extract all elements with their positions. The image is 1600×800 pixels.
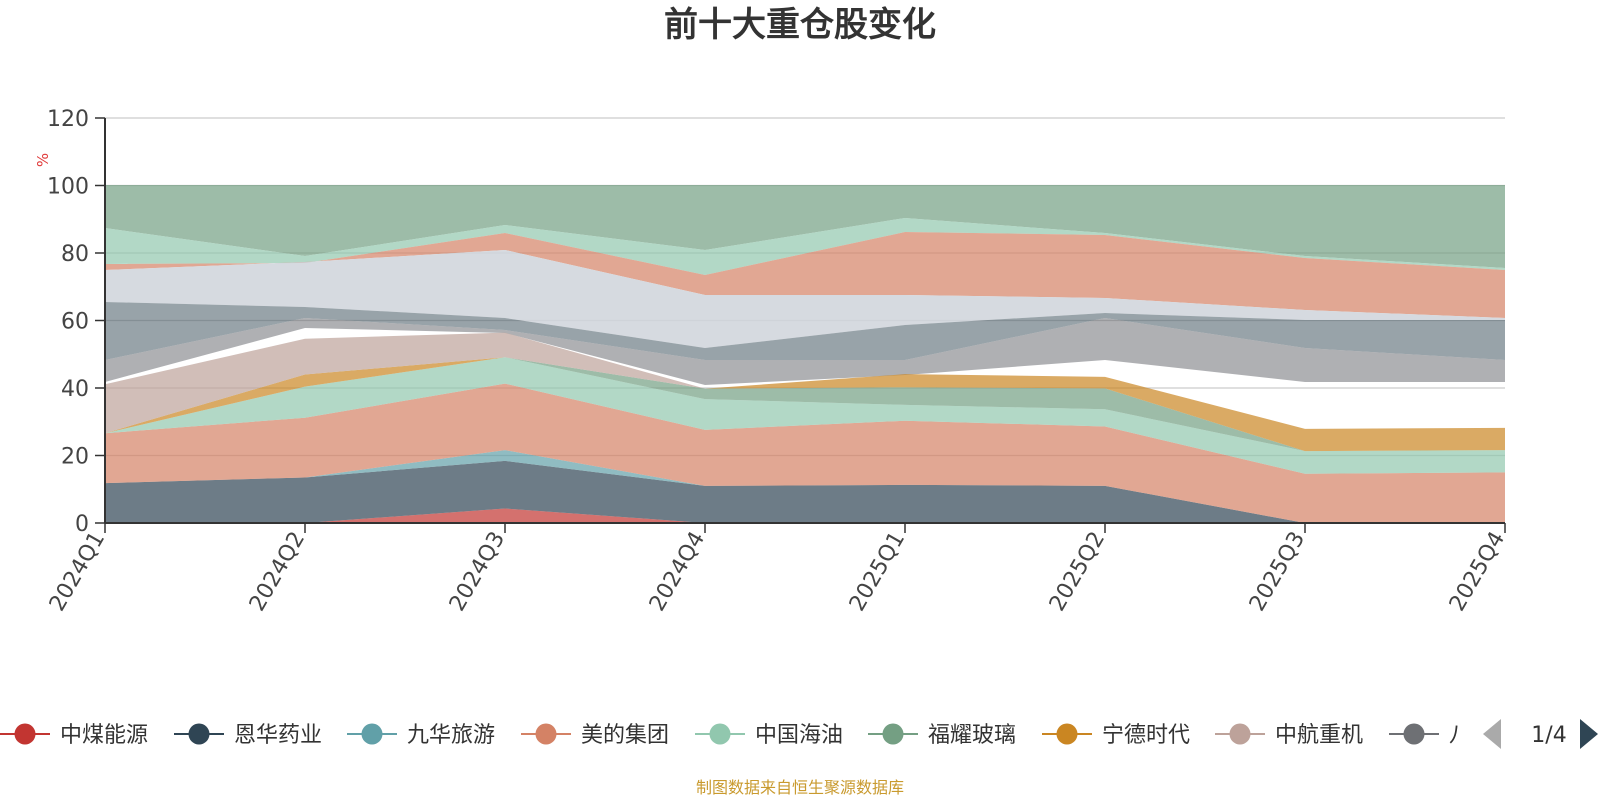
- legend-marker: [188, 723, 210, 745]
- area-band-salmon: [105, 232, 1505, 318]
- legend-marker: [535, 723, 557, 745]
- legend-label: 美的集团: [581, 723, 669, 748]
- legend-items: 中煤能源 恩华药业 九华旅游 美的集团 中国海油 福耀玻璃 宁德时代 中航重机 八: [0, 723, 1471, 748]
- area-band-gray: [105, 318, 1505, 385]
- chart-title: 前十大重仓股变化: [664, 5, 936, 45]
- area-band-slate: [105, 302, 1505, 360]
- y-tick-label: 20: [61, 445, 89, 470]
- legend-item[interactable]: 九华旅游: [347, 723, 495, 748]
- y-tick-label: 40: [61, 377, 89, 402]
- legend-marker: [882, 723, 904, 745]
- legend-item[interactable]: 八: [1389, 723, 1471, 748]
- x-tick-label: 2025Q1: [845, 528, 910, 616]
- series-areas: [105, 332, 1505, 523]
- legend-marker: [14, 723, 36, 745]
- legend-item[interactable]: 中航重机: [1215, 723, 1363, 748]
- x-tick-label: 2025Q3: [1245, 528, 1310, 616]
- legend-label: 中航重机: [1275, 723, 1363, 748]
- x-tick-label: 2025Q4: [1445, 528, 1510, 616]
- legend-marker: [1403, 723, 1425, 745]
- series-area-0: [105, 508, 1505, 523]
- legend-marker: [709, 723, 731, 745]
- y-axis-unit: %: [34, 153, 52, 167]
- legend-item[interactable]: 恩华药业: [174, 723, 322, 748]
- legend-page-indicator: 1/4: [1531, 723, 1566, 748]
- legend-label: 中国海油: [755, 723, 843, 748]
- legend-item[interactable]: 中煤能源: [0, 723, 148, 748]
- y-tick-label: 0: [75, 512, 89, 537]
- legend-item[interactable]: 美的集团: [521, 723, 669, 748]
- legend-next-icon[interactable]: [1580, 719, 1598, 749]
- x-tick-label: 2024Q2: [245, 528, 310, 616]
- legend: 中煤能源 恩华药业 九华旅游 美的集团 中国海油 福耀玻璃 宁德时代 中航重机 八 1/4: [0, 719, 1598, 749]
- legend-prev-icon[interactable]: [1483, 719, 1501, 749]
- series-area-4: [105, 357, 1505, 474]
- legend-item[interactable]: 福耀玻璃: [868, 723, 1016, 748]
- extra-stock-areas: [105, 185, 1505, 385]
- x-tick-label: 2024Q1: [45, 528, 110, 616]
- source-note: 制图数据来自恒生聚源数据库: [695, 778, 904, 797]
- area-band-silver: [105, 250, 1505, 348]
- legend-label: 九华旅游: [407, 723, 495, 748]
- x-tick-label: 2025Q2: [1045, 528, 1110, 616]
- legend-marker: [361, 723, 383, 745]
- legend-label: 中煤能源: [60, 723, 148, 748]
- y-tick-label: 120: [47, 107, 89, 132]
- series-area-3: [105, 383, 1505, 523]
- legend-marker: [1056, 723, 1078, 745]
- area-band-top: [105, 185, 1505, 268]
- y-tick-label: 80: [61, 242, 89, 267]
- legend-item[interactable]: 中国海油: [695, 723, 843, 748]
- series-area-7: [105, 332, 1505, 434]
- legend-label: 宁德时代: [1102, 723, 1190, 748]
- series-area-1: [105, 460, 1505, 523]
- legend-label: 恩华药业: [234, 723, 322, 748]
- y-tick-label: 100: [47, 175, 89, 200]
- legend-marker: [1229, 723, 1251, 745]
- legend-item[interactable]: 宁德时代: [1042, 723, 1190, 748]
- x-tick-label: 2024Q3: [445, 528, 510, 616]
- legend-label: 八: [1449, 723, 1471, 748]
- legend-label: 福耀玻璃: [928, 723, 1016, 748]
- y-tick-label: 60: [61, 310, 89, 335]
- x-tick-label: 2024Q4: [645, 528, 710, 616]
- area-band-light: [105, 218, 1505, 275]
- series-area-6: [105, 357, 1505, 452]
